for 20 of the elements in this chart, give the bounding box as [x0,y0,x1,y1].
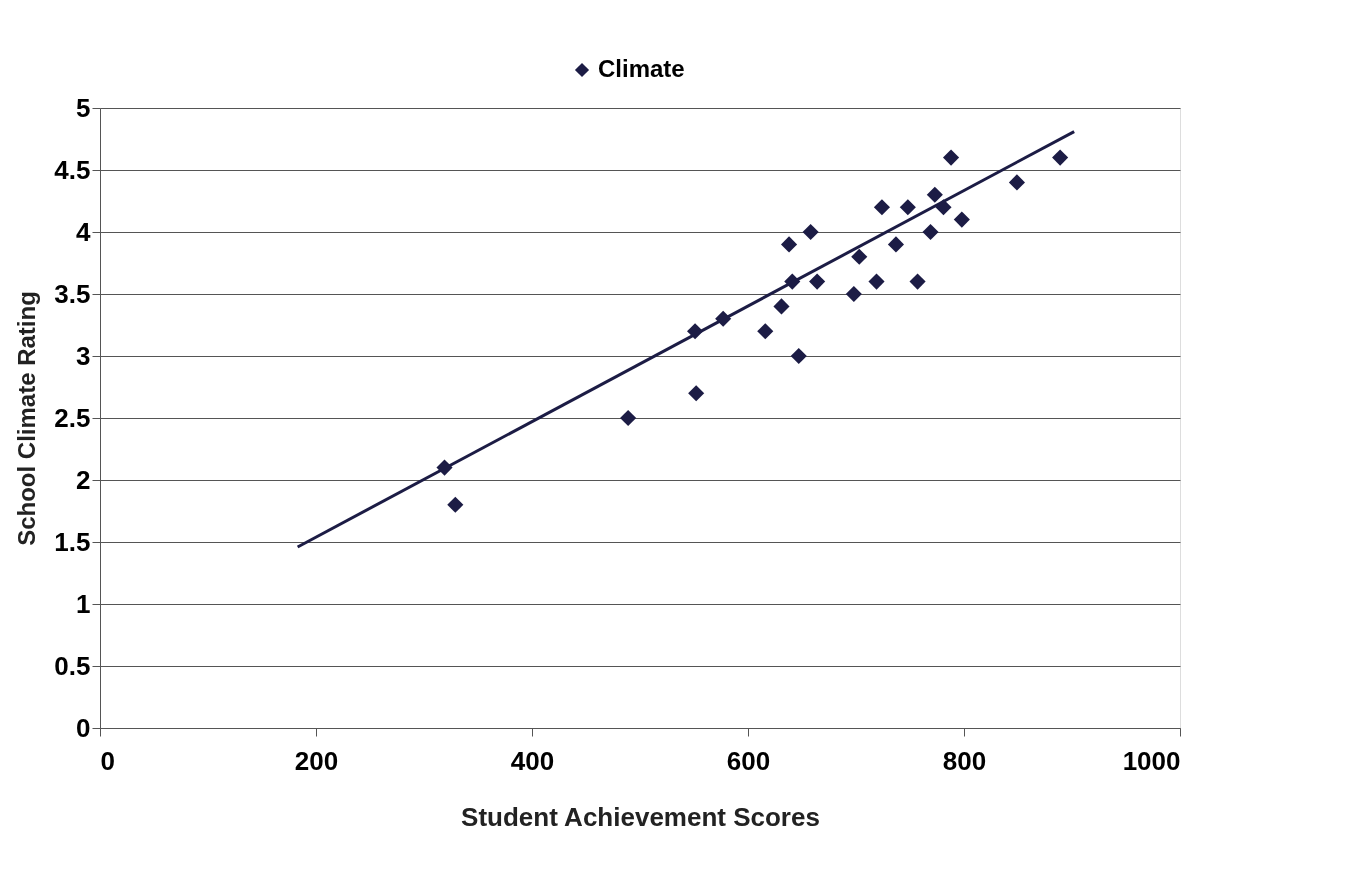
x-tick-label: 800 [942,745,987,776]
y-tick-label: 1 [76,588,91,619]
y-tick-label: 0 [76,712,91,743]
x-tick-label: 600 [726,745,771,776]
y-tick-label: 1.5 [54,526,91,557]
legend-label: Climate [598,55,685,82]
y-tick-label: 3 [76,340,91,371]
y-tick-label: 2.5 [54,402,91,433]
y-axis-title: School Climate Rating [13,291,41,546]
x-tick-label: 1000 [1122,745,1181,776]
y-tick-label: 0.5 [54,650,91,681]
y-tick-label: 4.5 [54,154,91,185]
y-tick-label: 4 [76,216,92,247]
x-tick-label: 400 [510,745,555,776]
x-tick-label: 200 [294,745,339,776]
y-tick-label: 5 [76,92,91,123]
x-tick-label: 0 [100,745,115,776]
y-tick-label: 3.5 [54,278,91,309]
x-axis-title: Student Achievement Scores [461,801,820,832]
y-tick-label: 2 [76,464,91,495]
